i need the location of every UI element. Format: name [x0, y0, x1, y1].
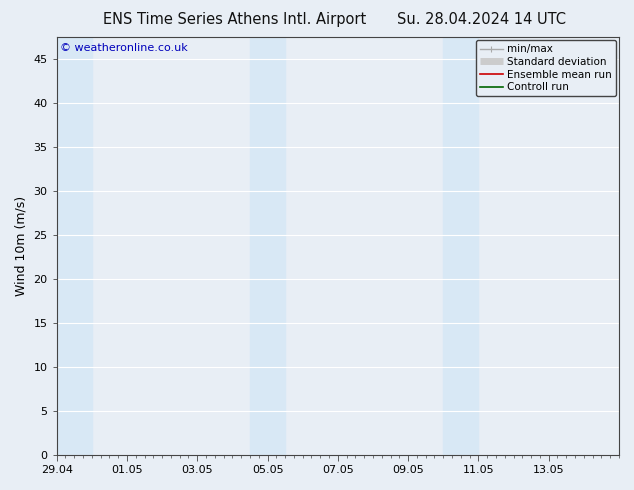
Bar	[443, 37, 479, 455]
Bar	[56, 37, 92, 455]
Text: ENS Time Series Athens Intl. Airport: ENS Time Series Athens Intl. Airport	[103, 12, 366, 27]
Text: © weatheronline.co.uk: © weatheronline.co.uk	[60, 43, 187, 53]
Legend: min/max, Standard deviation, Ensemble mean run, Controll run: min/max, Standard deviation, Ensemble me…	[476, 40, 616, 97]
Y-axis label: Wind 10m (m/s): Wind 10m (m/s)	[15, 196, 28, 296]
Text: Su. 28.04.2024 14 UTC: Su. 28.04.2024 14 UTC	[398, 12, 566, 27]
Bar	[250, 37, 285, 455]
